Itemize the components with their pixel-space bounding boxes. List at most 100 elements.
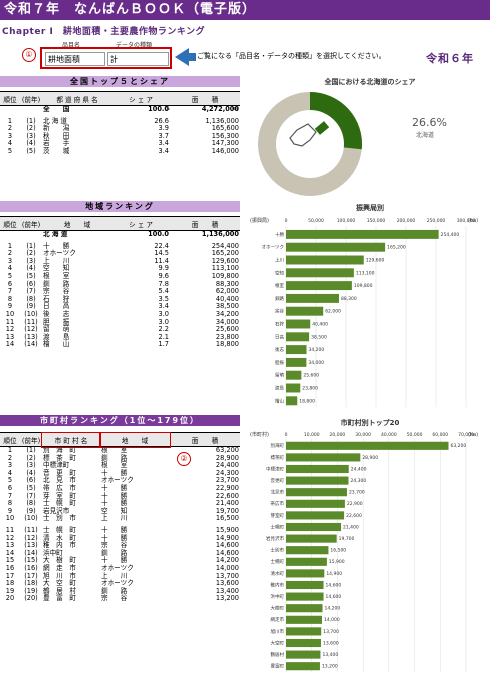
bar xyxy=(286,306,324,316)
cell-rank: 17 xyxy=(5,571,15,580)
cell-rank: 5 xyxy=(7,271,13,280)
cell-name: 日 高 xyxy=(43,302,70,311)
cell-rank: 2 xyxy=(7,453,13,462)
cell-share: 11.4 xyxy=(154,256,169,265)
category-label: 旭川市 xyxy=(271,628,285,635)
bar xyxy=(286,281,352,291)
cell-rank: 11 xyxy=(5,317,15,326)
cell-share: 2.2 xyxy=(158,325,170,334)
category-label: 釧路 xyxy=(275,295,284,302)
bar xyxy=(286,268,354,278)
cell-name: 釧 路 xyxy=(43,279,70,288)
cell-value: 14,900 xyxy=(215,533,239,542)
category-label: 士別市 xyxy=(271,547,285,554)
cell-value: 13,600 xyxy=(215,579,239,588)
cell-rank: 8 xyxy=(7,294,13,303)
cell-rank: 5 xyxy=(7,476,13,485)
cell-value: 88,300 xyxy=(215,279,239,288)
cell-region: 十 勝 xyxy=(101,533,128,542)
bar-value-label: 24,400 xyxy=(351,466,367,472)
cell-share: 100.0 xyxy=(148,105,169,113)
table-row: 7 (7) 芽 室 町 十 勝 22,600 xyxy=(0,492,240,501)
chart-unit-label: (振興局) xyxy=(250,217,269,224)
table-row: 14 (14) 檜 山 1.7 18,800 xyxy=(0,341,240,349)
cell-name: 稚 内 市 xyxy=(43,541,76,550)
cell-rank: 2 xyxy=(7,249,13,258)
cell-share: 3.5 xyxy=(158,294,170,303)
cell-value: 13,200 xyxy=(215,594,239,603)
cell-prev xyxy=(20,106,42,114)
category-label: 士幌町 xyxy=(271,523,285,530)
col-share: シ ェ ア xyxy=(112,216,170,231)
bar xyxy=(286,580,324,590)
cell-region: 根 室 xyxy=(101,446,128,454)
x-tick-label: 40,000 xyxy=(381,432,397,438)
table-row: 1 (1) 別 海 町 根 室 63,200 xyxy=(0,446,240,455)
bar-value-label: 23,700 xyxy=(349,490,365,496)
year-badge: 令和６年 xyxy=(426,52,474,65)
cell-prev: (12) xyxy=(24,533,38,542)
cell-value: 165,200 xyxy=(211,249,239,258)
cell-value: 63,200 xyxy=(215,446,239,454)
bar-value-label: 16,500 xyxy=(330,548,346,554)
bar xyxy=(286,255,364,265)
col-value: 面 積 xyxy=(170,432,240,447)
cell-prev: (14) xyxy=(24,340,38,349)
cell-prev: (20) xyxy=(24,594,38,603)
table-row: 16 (16) 網 走 市 オホーツク 14,000 xyxy=(0,563,240,573)
table-row: 6 (6) 釧 路 7.8 88,300 xyxy=(0,279,240,289)
cell-rank: 15 xyxy=(5,556,15,565)
table-row: 4 (4) 岩 手 3.4 147,300 xyxy=(0,140,240,148)
cell-value: 165,600 xyxy=(211,124,239,133)
bar xyxy=(286,650,321,659)
bar xyxy=(286,638,321,648)
cell-prev: (11) xyxy=(24,525,38,534)
item-select[interactable]: 耕地面積 xyxy=(45,52,105,66)
cell-name: 茨 城 xyxy=(43,146,70,155)
cell-region: 宗 谷 xyxy=(101,541,128,550)
cell-share: 5.4 xyxy=(158,287,170,296)
cell-rank: 1 xyxy=(7,446,13,454)
category-label: 帯広市 xyxy=(271,500,285,507)
col-region-sortable[interactable]: 地 域 xyxy=(99,431,171,448)
category-label: 北見市 xyxy=(271,489,285,496)
bar xyxy=(286,332,310,342)
cell-value: 23,800 xyxy=(215,332,239,341)
data-type-label: データの種類 xyxy=(116,42,153,49)
bar xyxy=(286,242,386,252)
pie-name-label: 北海道 xyxy=(416,131,434,139)
bar xyxy=(286,476,349,485)
cell-value: 23,700 xyxy=(215,476,239,485)
cell-rank: 13 xyxy=(5,541,15,550)
bar-value-label: 14,000 xyxy=(324,617,340,623)
bar-value-label: 14,600 xyxy=(326,582,342,588)
bar-value-label: 22,600 xyxy=(346,513,362,519)
cell-prev: (3) xyxy=(26,131,36,140)
cell-value: 22,900 xyxy=(215,483,239,492)
cell-value: 21,400 xyxy=(215,499,239,508)
cell-share: 7.8 xyxy=(158,279,170,288)
table-row: 18 (18) 大 空 町 オホーツク 13,600 xyxy=(0,579,240,588)
cell-share: 3.0 xyxy=(158,309,170,318)
cell-value: 14,000 xyxy=(215,563,239,572)
table-row: 3 (3) 中標津町 根 室 24,400 xyxy=(0,462,240,470)
col-rank: 順位 xyxy=(0,91,20,106)
x-tick-label: 50,000 xyxy=(407,432,423,438)
cell-rank: 3 xyxy=(7,461,13,470)
marker-1: ① xyxy=(22,48,36,62)
category-label: 芽室町 xyxy=(271,512,285,519)
cell-name: 中標津町 xyxy=(43,461,70,470)
table-row: 4 (4) 空 知 9.9 113,100 xyxy=(0,265,240,273)
bar-value-label: 15,900 xyxy=(329,559,345,565)
table-row: 12 (12) 清 水 町 十 勝 14,900 xyxy=(0,533,240,543)
bar-value-label: 40,400 xyxy=(312,322,328,328)
col-name-sortable[interactable]: 市 町 村 名 xyxy=(41,431,101,448)
cell-prev: (18) xyxy=(24,579,38,588)
type-select[interactable]: 計 xyxy=(107,52,169,66)
bar xyxy=(286,627,322,636)
bar-value-label: 165,200 xyxy=(387,245,406,251)
cell-value: 146,000 xyxy=(211,146,239,155)
cell-name: 新 潟 xyxy=(43,124,70,133)
cell-name: 士 幌 町 xyxy=(43,499,76,508)
cell-prev: (6) xyxy=(26,279,36,288)
